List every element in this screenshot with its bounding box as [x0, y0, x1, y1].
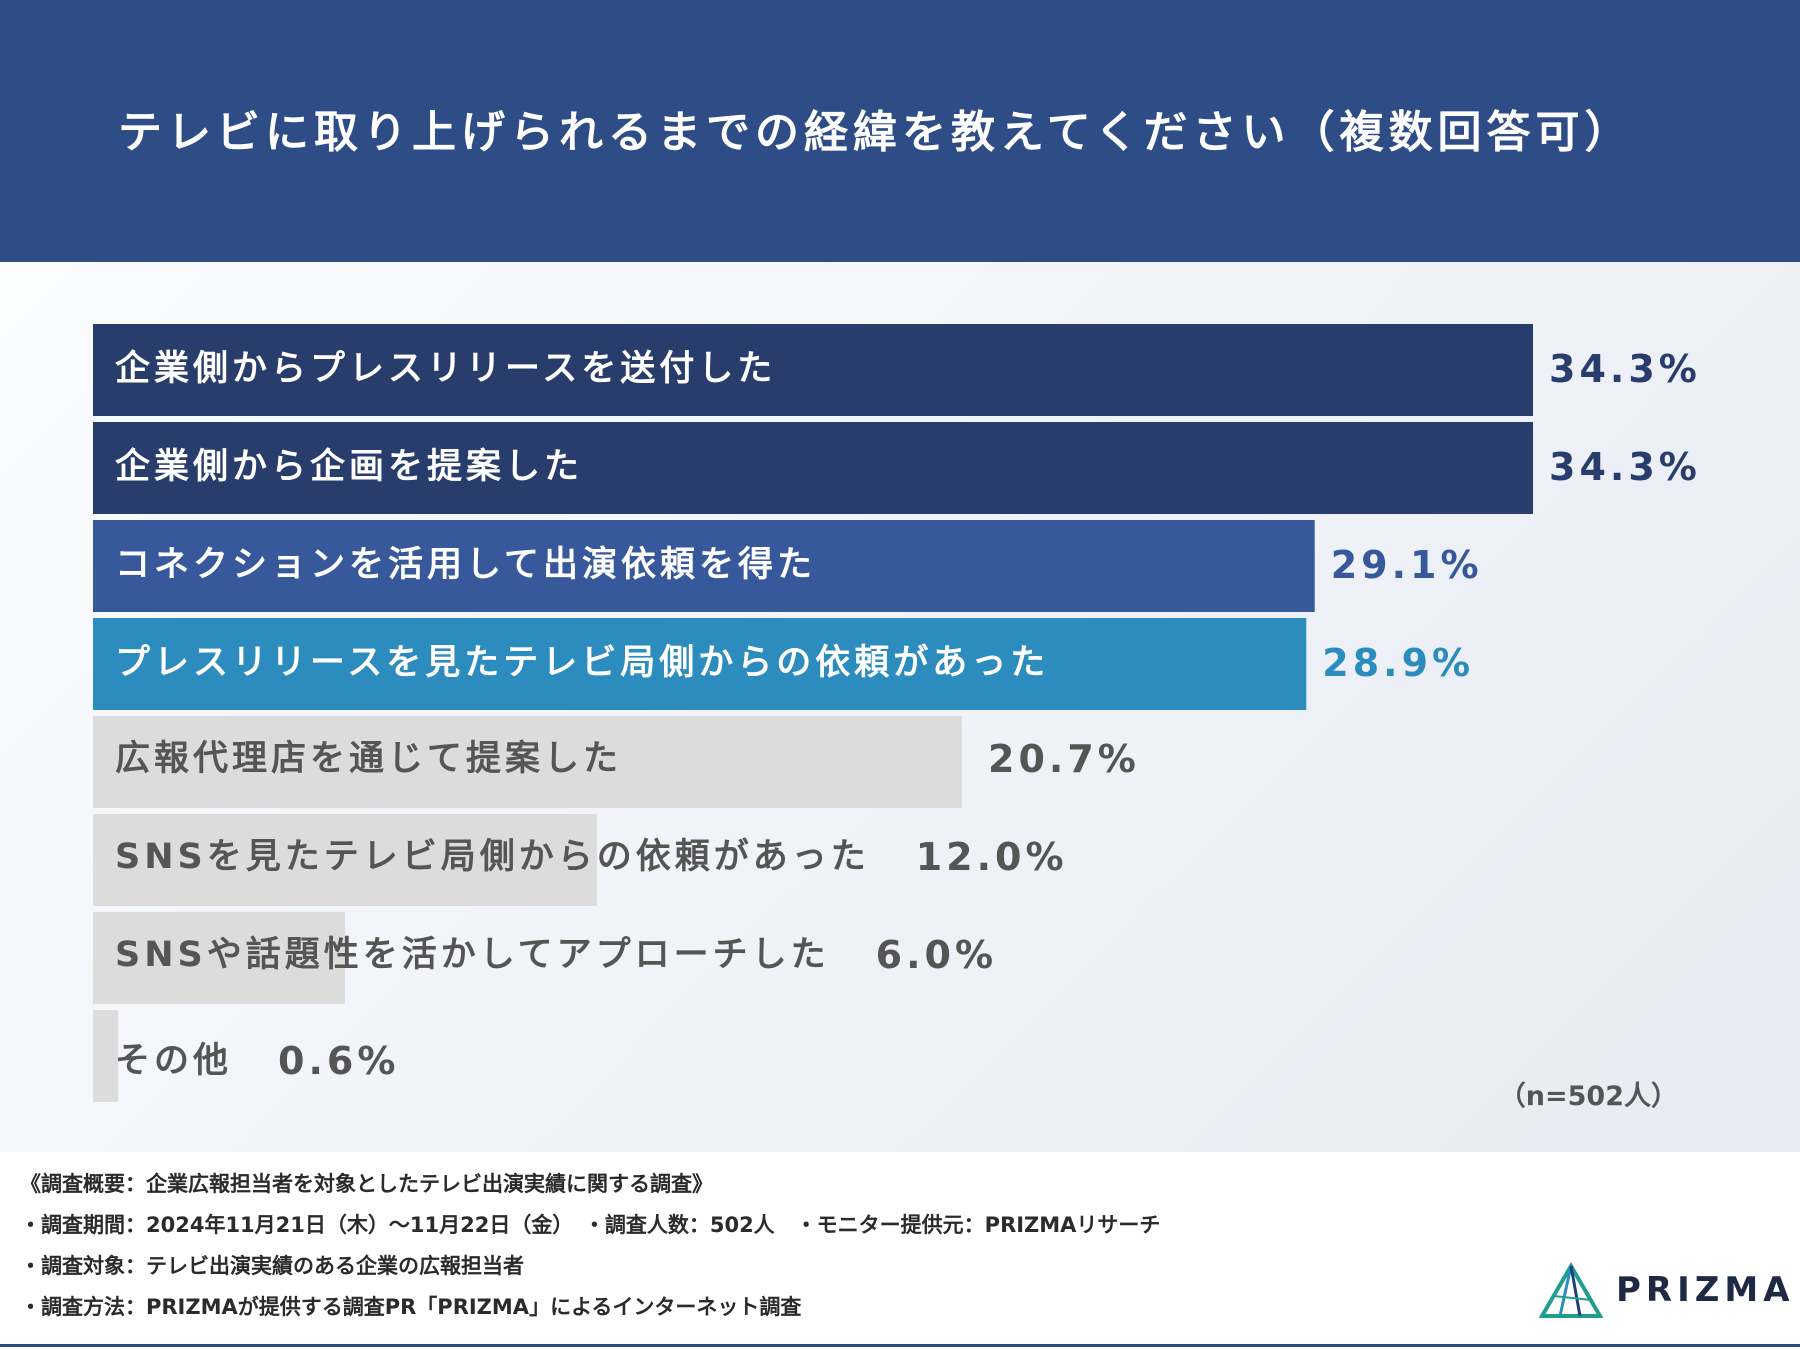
bar-3 — [93, 520, 1315, 612]
bar-8 — [93, 1010, 119, 1102]
plot-area: 企業側からプレスリリースを送付した 34.3% 企業側から企画を提案した 34.3% コ… — [0, 262, 1800, 1152]
prizma-logo-text: PRIZMA — [1616, 1270, 1795, 1310]
category-label-8: その他 — [115, 1041, 232, 1081]
bar-6 — [93, 814, 597, 906]
value-label-3: 29.1% — [1331, 543, 1483, 587]
sample-size-label: （n=502人） — [1498, 1081, 1678, 1112]
bar-chart: 企業側からプレスリリースを送付した 34.3% 企業側から企画を提案した 34.3% コ… — [93, 324, 1701, 1102]
value-label-1: 34.3% — [1549, 347, 1701, 391]
category-label-4: プレスリリースを見たテレビ局側からの依頼があった — [115, 643, 1049, 683]
survey-summary-note: 《調査概要：企業広報担当者を対象としたテレビ出演実績に関する調査》 — [20, 1172, 713, 1196]
value-label-6: 12.0% — [916, 835, 1068, 879]
footer-divider — [0, 1344, 1800, 1347]
category-label-6: SNSを見たテレビ局側からの依頼があった — [115, 837, 870, 877]
category-label-7: SNSや話題性を活かしてアプローチした — [115, 935, 830, 975]
bar-2 — [93, 422, 1533, 514]
category-label-5: 広報代理店を通じて提案した — [115, 739, 622, 779]
category-label-1: 企業側からプレスリリースを送付した — [115, 348, 776, 389]
value-label-2: 34.3% — [1549, 445, 1701, 489]
survey-footer — [0, 1152, 1800, 1350]
value-label-5: 20.7% — [988, 737, 1140, 781]
header-banner: テレビに取り上げられるまでの経緯を教えてください（複数回答可） — [0, 0, 1800, 262]
category-label-3: コネクションを活用して出演依頼を得た — [115, 545, 816, 585]
chart-title: テレビに取り上げられるまでの経緯を教えてください（複数回答可） — [118, 107, 1634, 158]
value-label-8: 0.6% — [278, 1039, 399, 1083]
value-label-7: 6.0% — [876, 933, 997, 977]
category-label-2: 企業側から企画を提案した — [115, 446, 583, 487]
bar-5 — [93, 716, 963, 808]
prizma-logo-icon — [1538, 1262, 1604, 1318]
survey-target-note: ・調査対象：テレビ出演実績のある企業の広報担当者 — [20, 1254, 524, 1278]
survey-period-note: ・調査期間：2024年11月21日（木）〜11月22日（金） ・調査人数：502… — [20, 1213, 1161, 1237]
bar-7 — [93, 912, 345, 1004]
bar-4 — [93, 618, 1307, 710]
survey-method-note: ・調査方法：PRIZMAが提供する調査PR「PRIZMA」によるインターネット調… — [20, 1295, 802, 1319]
bar-1 — [93, 324, 1533, 416]
prizma-logo: PRIZMA — [1536, 1260, 1790, 1320]
value-label-4: 28.9% — [1322, 641, 1474, 685]
